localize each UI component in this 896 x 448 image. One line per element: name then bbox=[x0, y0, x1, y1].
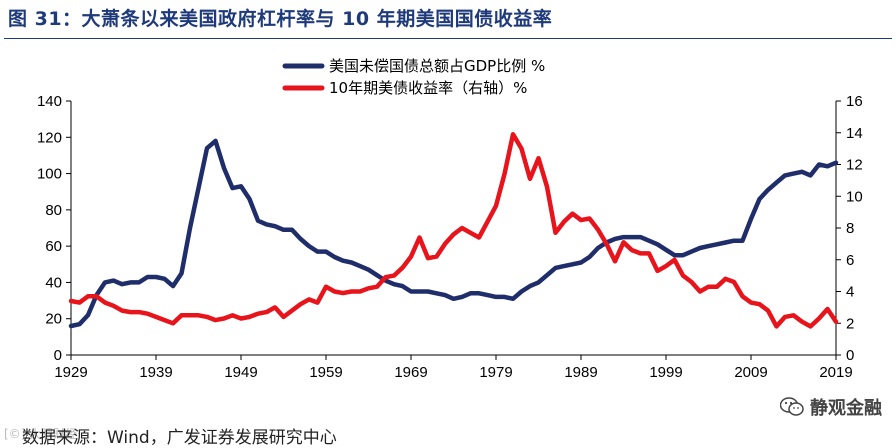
line-chart: 0 20 40 60 80 100 120 140 0 2 4 6 8 10 12 14 16 1929 1939 1… bbox=[37, 57, 863, 381]
y2-tick-label: 0 bbox=[846, 347, 854, 364]
legend-label-yield: 10年期美债收益率（右轴）% bbox=[329, 79, 527, 97]
chart-axes: 0 20 40 60 80 100 120 140 0 2 4 6 8 10 12 14 16 1929 1939 1… bbox=[37, 93, 863, 381]
chart-series bbox=[68, 132, 839, 329]
x-tick-label: 1979 bbox=[479, 364, 512, 381]
x-tick-label: 1939 bbox=[139, 364, 172, 381]
y-tick-label: 40 bbox=[45, 274, 62, 291]
y2-tick-label: 10 bbox=[846, 188, 863, 205]
y-tick-label: 120 bbox=[37, 129, 62, 146]
y2-tick-label: 4 bbox=[846, 284, 854, 301]
x-tick-label: 1989 bbox=[564, 364, 597, 381]
y-tick-label: 80 bbox=[45, 202, 62, 219]
y2-tick-label: 12 bbox=[846, 157, 863, 174]
x-tick-label: 1959 bbox=[309, 364, 342, 381]
x-tick-label: 1929 bbox=[54, 364, 87, 381]
y2-tick-label: 2 bbox=[846, 315, 854, 332]
title-divider bbox=[4, 38, 892, 39]
y-tick-label: 20 bbox=[45, 311, 62, 328]
y-tick-label: 0 bbox=[54, 347, 62, 364]
y-tick-label: 100 bbox=[37, 166, 62, 183]
watermark-badge: 静观金融 bbox=[780, 394, 882, 420]
debt-to-gdp-line bbox=[68, 138, 839, 329]
chart-title: 图 31：大萧条以来美国政府杠杆率与 10 年期美国国债收益率 bbox=[8, 8, 553, 30]
y-tick-label: 140 bbox=[37, 93, 62, 110]
watermark-text: 静观金融 bbox=[810, 398, 882, 419]
x-tick-label: 1999 bbox=[649, 364, 682, 381]
y2-tick-label: 8 bbox=[846, 220, 854, 237]
y-tick-label: 60 bbox=[45, 238, 62, 255]
chart-legend: 美国未偿国债总额占GDP比例 % 10年期美债收益率（右轴）% bbox=[282, 57, 545, 97]
treasury-yield-line bbox=[68, 132, 839, 329]
y2-tick-label: 14 bbox=[846, 125, 863, 142]
y2-tick-label: 6 bbox=[846, 252, 854, 269]
wechat-icon bbox=[780, 397, 804, 416]
legend-label-debt: 美国未偿国债总额占GDP比例 % bbox=[329, 57, 545, 75]
x-tick-label: 2009 bbox=[734, 364, 767, 381]
source-watermark: [©] 大眼财经 bbox=[4, 427, 78, 441]
y2-tick-label: 16 bbox=[846, 93, 863, 110]
x-tick-label: 1969 bbox=[394, 364, 427, 381]
x-tick-label: 1949 bbox=[224, 364, 257, 381]
data-source-note: 数据来源：Wind，广发证券发展研究中心 bbox=[22, 428, 337, 448]
x-tick-label: 2019 bbox=[819, 364, 852, 381]
